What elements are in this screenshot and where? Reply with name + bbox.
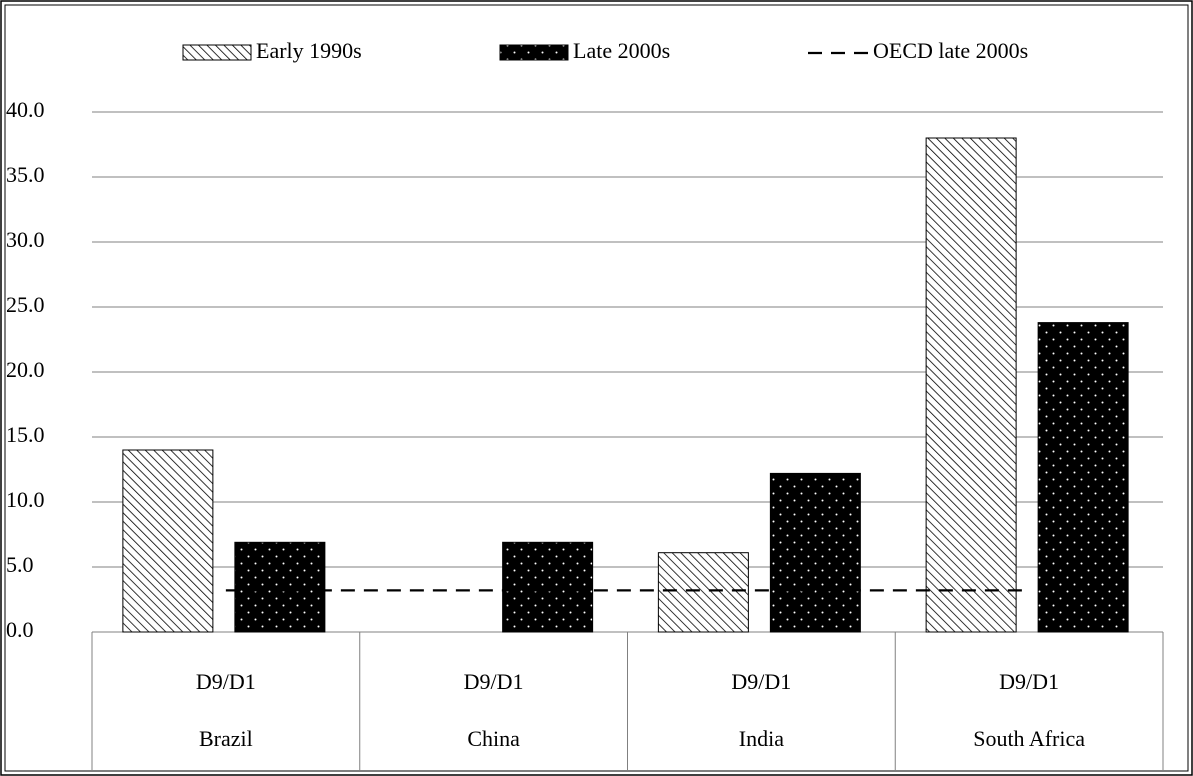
y-tick-label: 35.0 bbox=[6, 162, 45, 187]
y-tick-label: 40.0 bbox=[6, 97, 45, 122]
bar bbox=[925, 137, 1017, 633]
bar bbox=[1037, 322, 1129, 633]
x-subcategory-label: D9/D1 bbox=[999, 669, 1059, 694]
frame-inner bbox=[4, 4, 1189, 772]
legend-label: Early 1990s bbox=[256, 38, 362, 63]
y-tick-label: 20.0 bbox=[6, 357, 45, 382]
x-subcategory-label: D9/D1 bbox=[196, 669, 256, 694]
x-tick-label: Brazil bbox=[199, 726, 253, 751]
legend-label: OECD late 2000s bbox=[873, 38, 1028, 63]
bar bbox=[657, 552, 749, 633]
legend-swatch bbox=[499, 44, 569, 61]
legend-label: Late 2000s bbox=[573, 38, 670, 63]
y-tick-label: 15.0 bbox=[6, 422, 45, 447]
y-tick-label: 25.0 bbox=[6, 292, 45, 317]
x-subcategory-label: D9/D1 bbox=[731, 669, 791, 694]
bar bbox=[769, 472, 861, 633]
y-tick-label: 10.0 bbox=[6, 487, 45, 512]
legend-swatch bbox=[182, 44, 252, 61]
y-tick-label: 30.0 bbox=[6, 227, 45, 252]
x-tick-label: South Africa bbox=[973, 726, 1085, 751]
bar bbox=[502, 541, 594, 633]
bar bbox=[234, 541, 326, 633]
x-tick-label: India bbox=[739, 726, 784, 751]
bar bbox=[122, 449, 214, 633]
y-tick-label: 0.0 bbox=[6, 617, 34, 642]
x-subcategory-label: D9/D1 bbox=[464, 669, 524, 694]
x-tick-label: China bbox=[467, 726, 520, 751]
y-tick-label: 5.0 bbox=[6, 552, 34, 577]
